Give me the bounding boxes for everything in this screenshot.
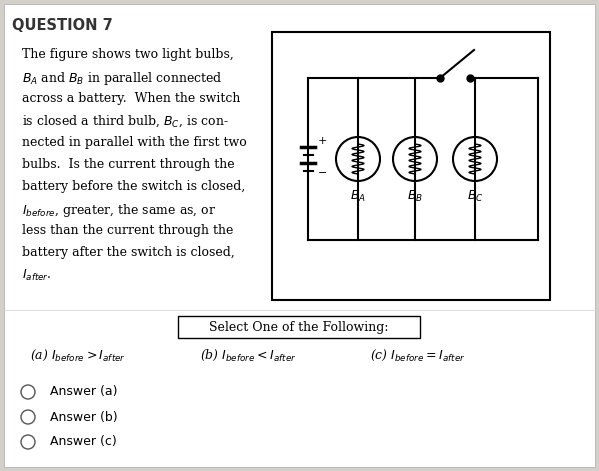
Bar (178, 316, 420, 338)
Text: is closed a third bulb, $B_C$, is con-: is closed a third bulb, $B_C$, is con- (22, 114, 229, 130)
Text: (a) $I_{before} > I_{after}$: (a) $I_{before} > I_{after}$ (30, 348, 126, 363)
Text: battery before the switch is closed,: battery before the switch is closed, (22, 180, 245, 193)
Text: $B_A$: $B_A$ (350, 189, 366, 204)
Text: Answer (b): Answer (b) (50, 411, 117, 423)
Text: (c) $I_{before} = I_{after}$: (c) $I_{before} = I_{after}$ (370, 348, 465, 363)
Text: Answer (a): Answer (a) (50, 385, 117, 398)
Text: QUESTION 7: QUESTION 7 (12, 18, 113, 33)
Text: −: − (318, 168, 328, 178)
Text: $B_C$: $B_C$ (467, 189, 483, 204)
Text: $I_{after}$.: $I_{after}$. (22, 268, 52, 283)
Text: $I_{before}$, greater, the same as, or: $I_{before}$, greater, the same as, or (22, 202, 216, 219)
Text: $B_A$ and $B_B$ in parallel connected: $B_A$ and $B_B$ in parallel connected (22, 70, 223, 87)
Text: (b) $I_{before} < I_{after}$: (b) $I_{before} < I_{after}$ (200, 348, 297, 363)
Text: The figure shows two light bulbs,: The figure shows two light bulbs, (22, 48, 234, 61)
Text: bulbs.  Is the current through the: bulbs. Is the current through the (22, 158, 235, 171)
Text: nected in parallel with the first two: nected in parallel with the first two (22, 136, 247, 149)
Text: battery after the switch is closed,: battery after the switch is closed, (22, 246, 235, 259)
Text: Answer (c): Answer (c) (50, 436, 117, 448)
Text: across a battery.  When the switch: across a battery. When the switch (22, 92, 240, 105)
Bar (272, 32, 550, 300)
Text: +: + (318, 136, 328, 146)
Text: less than the current through the: less than the current through the (22, 224, 234, 237)
Text: Select One of the Following:: Select One of the Following: (209, 320, 389, 333)
Text: $B_B$: $B_B$ (407, 189, 423, 204)
